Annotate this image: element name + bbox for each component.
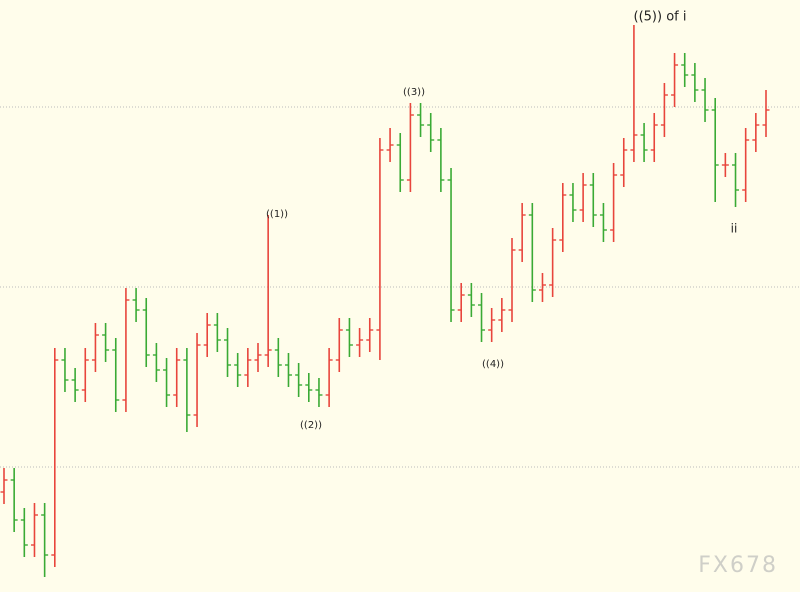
wave-label: ((5)) of i: [634, 10, 687, 25]
wave-label: ((3)): [403, 87, 425, 98]
wave-label: ii: [731, 222, 738, 236]
wave-label: ((1)): [266, 209, 288, 220]
wave-label: ((4)): [482, 359, 504, 370]
watermark: FX678: [698, 553, 778, 578]
wave-label: ((2)): [300, 420, 322, 431]
